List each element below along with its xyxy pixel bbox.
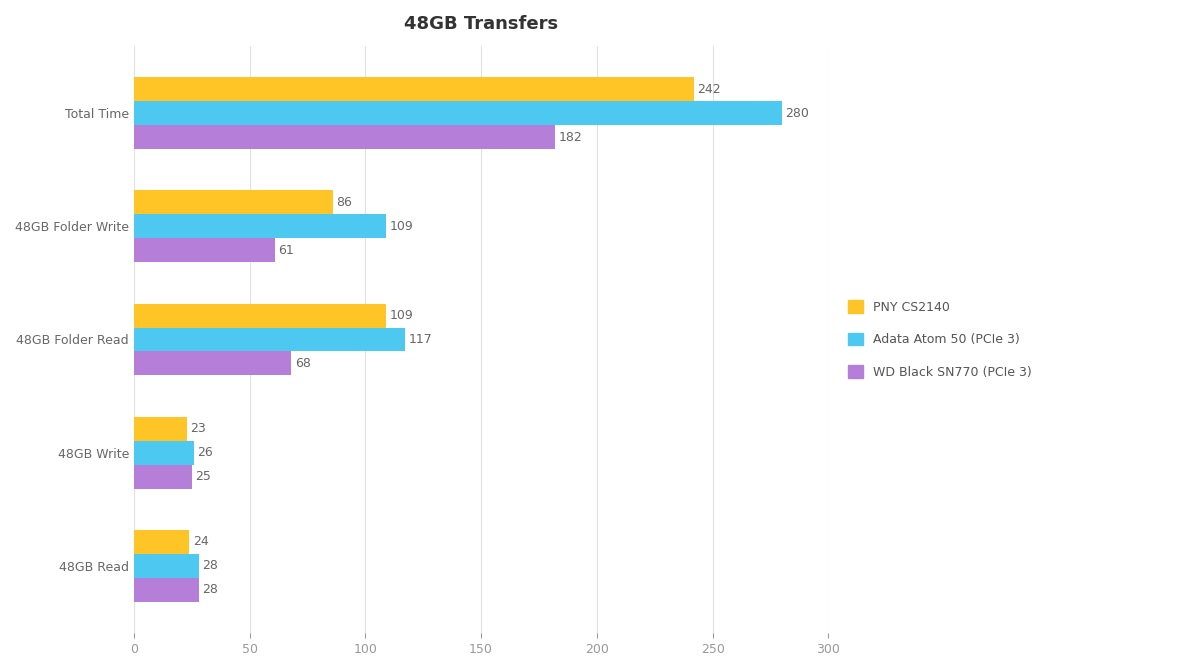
- Legend: PNY CS2140, Adata Atom 50 (PCIe 3), WD Black SN770 (PCIe 3): PNY CS2140, Adata Atom 50 (PCIe 3), WD B…: [842, 294, 1038, 385]
- Text: 280: 280: [785, 107, 809, 119]
- Text: 109: 109: [390, 309, 414, 322]
- Bar: [134, 464, 192, 488]
- Bar: [134, 352, 291, 375]
- Bar: [134, 238, 275, 262]
- Text: 182: 182: [559, 131, 583, 144]
- Bar: [134, 77, 694, 101]
- Bar: [134, 327, 405, 352]
- Text: 109: 109: [390, 220, 414, 233]
- Bar: [134, 530, 189, 554]
- Text: 23: 23: [191, 422, 206, 435]
- Bar: [134, 101, 782, 125]
- Bar: [134, 214, 386, 238]
- Text: 28: 28: [203, 583, 218, 597]
- Text: 28: 28: [203, 560, 218, 572]
- Bar: [134, 578, 199, 602]
- Text: 86: 86: [337, 196, 353, 209]
- Text: 61: 61: [278, 244, 294, 257]
- Bar: [134, 417, 187, 441]
- Text: 68: 68: [295, 357, 311, 370]
- Bar: [134, 554, 199, 578]
- Text: 117: 117: [408, 333, 432, 346]
- Bar: [134, 125, 555, 149]
- Text: 25: 25: [195, 470, 211, 483]
- Text: 242: 242: [698, 83, 721, 96]
- Title: 48GB Transfers: 48GB Transfers: [404, 15, 559, 33]
- Bar: [134, 191, 333, 214]
- Text: 26: 26: [198, 446, 213, 459]
- Bar: [134, 441, 194, 464]
- Bar: [134, 303, 386, 327]
- Text: 24: 24: [193, 535, 209, 548]
